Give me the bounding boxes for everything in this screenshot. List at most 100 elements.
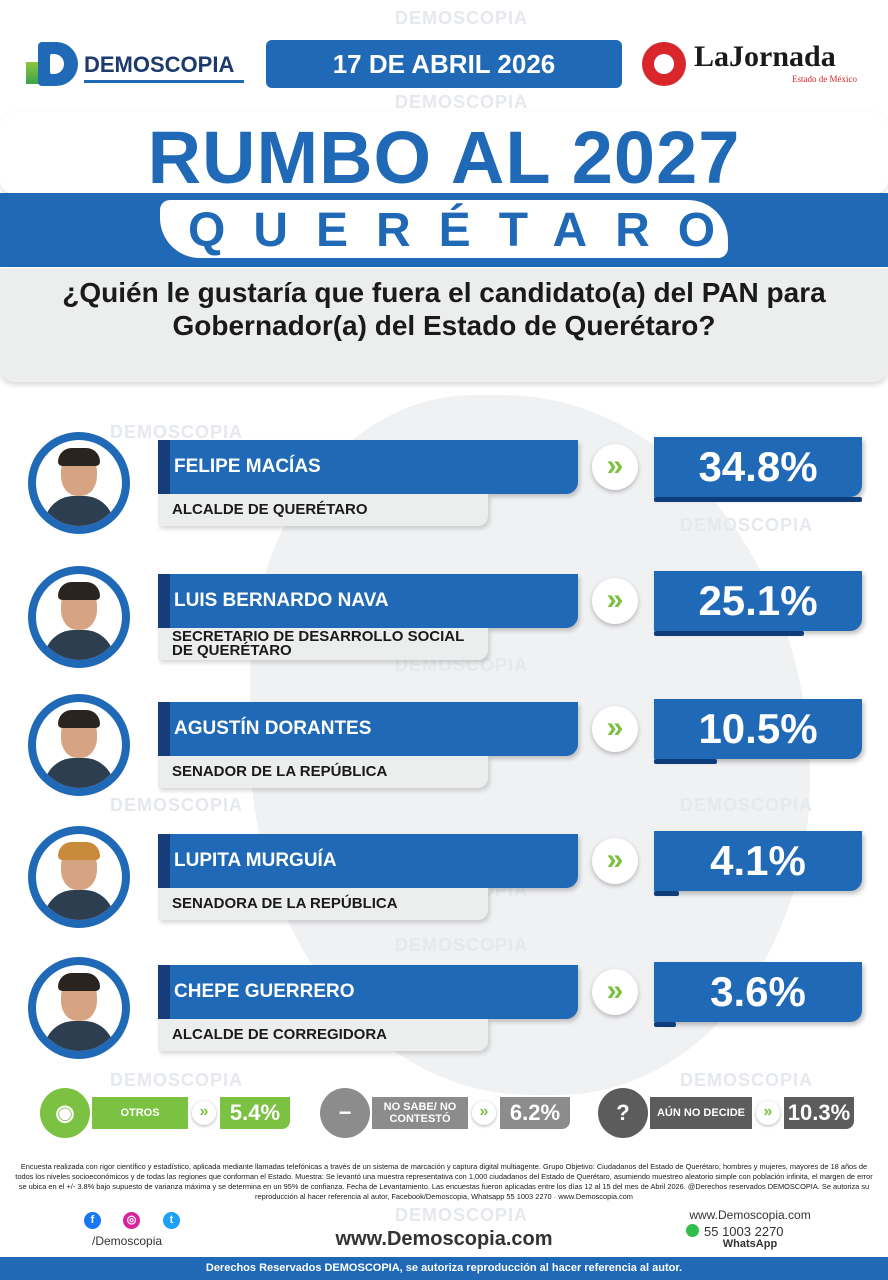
social-handle[interactable]: /Demoscopia bbox=[92, 1234, 163, 1248]
candidate-photo bbox=[28, 566, 130, 668]
watermark-text: DEMOSCOPIA bbox=[680, 515, 814, 535]
summary-item: ? AÚN NO DECIDE» 10.3% bbox=[598, 1088, 854, 1138]
candidate-role: SENADOR DE LA REPÚBLICA bbox=[172, 763, 388, 780]
chevron-right-icon: » bbox=[592, 706, 638, 752]
watermark-text: DEMOSCOPIA bbox=[110, 1070, 244, 1090]
facebook-icon[interactable]: f bbox=[84, 1212, 101, 1229]
chevron-right-icon: » bbox=[756, 1101, 780, 1125]
date-badge: 17 DE ABRIL 2026 bbox=[266, 40, 622, 88]
watermark-text: DEMOSCOPIA bbox=[395, 1205, 529, 1225]
person-silhouette-icon bbox=[44, 630, 114, 660]
summary-label: AÚN NO DECIDE bbox=[650, 1097, 752, 1129]
watermark-text: DEMOSCOPIA bbox=[680, 1070, 814, 1090]
percentage-bar bbox=[654, 1022, 676, 1027]
name-bar bbox=[158, 440, 578, 494]
chevron-right-icon: » bbox=[592, 838, 638, 884]
watermark-text: DEMOSCOPIA bbox=[110, 795, 244, 815]
candidate-name: LUPITA MURGUÍA bbox=[174, 850, 337, 871]
jornada-sun-icon bbox=[642, 42, 686, 86]
watermark-text: DEMOSCOPIA bbox=[395, 8, 529, 28]
role-bar bbox=[158, 494, 488, 526]
chevron-right-icon: » bbox=[192, 1101, 216, 1125]
hair-icon bbox=[58, 973, 100, 991]
summary-item: − NO SABE/ NO CONTESTÓ» 6.2% bbox=[320, 1088, 570, 1138]
title-panel bbox=[0, 112, 888, 194]
photo-frame bbox=[36, 834, 122, 920]
photo-frame bbox=[36, 702, 122, 788]
hair-icon bbox=[58, 448, 100, 466]
summary-label: NO SABE/ NO CONTESTÓ bbox=[372, 1097, 468, 1129]
website-link[interactable]: www.Demoscopia.com bbox=[335, 1228, 553, 1250]
twitter-icon[interactable]: t bbox=[163, 1212, 180, 1229]
name-bar-accent bbox=[158, 702, 170, 756]
candidate-name: AGUSTÍN DORANTES bbox=[174, 718, 372, 739]
name-bar bbox=[158, 702, 578, 756]
watermark-text: DEMOSCOPIA bbox=[395, 92, 529, 112]
hair-icon bbox=[58, 710, 100, 728]
partner-subtitle: Estado de México bbox=[792, 74, 857, 84]
candidate-row: AGUSTÍN DORANTES SENADOR DE LA REPÚBLICA »… bbox=[0, 694, 888, 804]
footer-copyright: Derechos Reservados DEMOSCOPIA, se autor… bbox=[0, 1257, 888, 1280]
candidate-photo bbox=[28, 694, 130, 796]
instagram-icon[interactable]: ◎ bbox=[123, 1212, 140, 1229]
candidate-role: ALCALDE DE QUERÉTARO bbox=[172, 501, 368, 518]
methodology-note: Encuesta realizada con rigor científico … bbox=[15, 1162, 873, 1201]
name-bar-accent bbox=[158, 574, 170, 628]
role-bar bbox=[158, 888, 488, 920]
candidate-row: CHEPE GUERRERO ALCALDE DE CORREGIDORA » 3.6… bbox=[0, 957, 888, 1067]
name-bar-accent bbox=[158, 834, 170, 888]
la-jornada-logo: LaJornada Estado de México bbox=[642, 40, 862, 90]
person-silhouette-icon bbox=[44, 1021, 114, 1051]
percentage-bar bbox=[654, 497, 862, 502]
watermark-text: DEMOSCOPIA bbox=[395, 655, 529, 675]
percentage-value: 10.5% bbox=[654, 699, 862, 759]
whatsapp-icon bbox=[686, 1224, 699, 1237]
name-bar bbox=[158, 965, 578, 1019]
logo-d-icon bbox=[38, 42, 78, 86]
demoscopia-logo: DEMOSCOPIA bbox=[26, 40, 256, 90]
candidate-photo bbox=[28, 957, 130, 1059]
brand-name: DEMOSCOPIA bbox=[84, 52, 235, 77]
candidate-role: ALCALDE DE CORREGIDORA bbox=[172, 1026, 388, 1043]
person-silhouette-icon bbox=[44, 758, 114, 788]
watermark-text: DEMOSCOPIA bbox=[680, 795, 814, 815]
photo-frame bbox=[36, 965, 122, 1051]
summary-item: ◉ OTROS» 5.4% bbox=[40, 1088, 290, 1138]
summary-value: 6.2% bbox=[500, 1097, 570, 1129]
photo-frame bbox=[36, 574, 122, 660]
state-label-box bbox=[160, 200, 728, 258]
candidate-photo bbox=[28, 826, 130, 928]
candidate-name: CHEPE GUERRERO bbox=[174, 981, 355, 1002]
partner-name: LaJornada bbox=[694, 40, 836, 73]
name-bar bbox=[158, 574, 578, 628]
summary-value: 5.4% bbox=[220, 1097, 290, 1129]
hair-icon bbox=[58, 842, 100, 860]
chevron-right-icon: » bbox=[592, 969, 638, 1015]
survey-question: ¿Quién le gustaría que fuera el candidat… bbox=[62, 277, 826, 341]
candidate-name: LUIS BERNARDO NAVA bbox=[174, 590, 389, 611]
percentage-bar bbox=[654, 631, 804, 636]
name-bar bbox=[158, 834, 578, 888]
hair-icon bbox=[58, 582, 100, 600]
photo-frame bbox=[36, 440, 122, 526]
whatsapp-label: WhatsApp bbox=[722, 1238, 778, 1250]
percentage-bar bbox=[654, 891, 679, 896]
percentage-value: 4.1% bbox=[654, 831, 862, 891]
contact-site[interactable]: www.Demoscopia.com bbox=[689, 1208, 811, 1222]
role-bar bbox=[158, 1019, 488, 1051]
watermark-text: DEMOSCOPIA bbox=[395, 935, 529, 955]
candidate-photo bbox=[28, 432, 130, 534]
whatsapp-phone[interactable]: 55 1003 2270 bbox=[704, 1224, 784, 1239]
role-bar bbox=[158, 628, 488, 660]
chevron-right-icon: » bbox=[592, 444, 638, 490]
name-bar-accent bbox=[158, 965, 170, 1019]
summary-label: OTROS bbox=[92, 1097, 188, 1129]
state-title: QUERÉTARO bbox=[188, 204, 744, 257]
percentage-value: 3.6% bbox=[654, 962, 862, 1022]
candidate-role: SENADORA DE LA REPÚBLICA bbox=[172, 895, 398, 912]
social-icons: f ◎ t bbox=[84, 1212, 184, 1232]
person-silhouette-icon bbox=[44, 496, 114, 526]
person-silhouette-icon bbox=[44, 890, 114, 920]
candidate-name: FELIPE MACÍAS bbox=[174, 456, 321, 477]
